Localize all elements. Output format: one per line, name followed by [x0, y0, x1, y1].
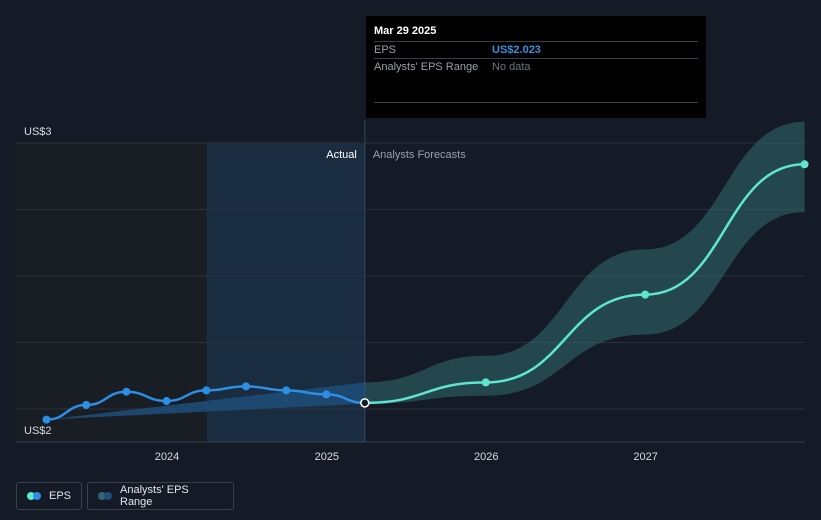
forecast-point-0: [481, 378, 490, 387]
eps-current-point: [360, 398, 370, 408]
eps-point-1: [82, 401, 91, 410]
x-tick-label-2025: 2025: [315, 451, 339, 463]
tooltip-eps-row: EPS US$2.023: [374, 41, 698, 58]
eps-point-3: [162, 397, 171, 406]
forecast-point-1: [641, 290, 650, 299]
eps-chart: US$3 US$2 2024 2025 2026 2027 Actual Analysts F…: [14, 120, 809, 463]
x-tick-label-2027: 2027: [633, 451, 657, 463]
eps-forecast-line: [364, 163, 805, 405]
tooltip-range-label: Analysts' EPS Range: [374, 61, 479, 73]
actual-label: Actual: [326, 149, 357, 161]
tooltip-range-row: Analysts' EPS Range No data: [374, 58, 698, 75]
eps-point-7: [322, 390, 331, 399]
y-tick-label-top: US$3: [24, 126, 52, 138]
tooltip-date: Mar 29 2025: [374, 25, 437, 37]
eps-point-0: [42, 415, 51, 424]
legend-eps-label: EPS: [49, 490, 72, 502]
eps-point-2: [122, 387, 131, 396]
forecast-range-band: [364, 121, 805, 404]
hover-tooltip: Mar 29 2025 EPS US$2.023 Analysts' EPS R…: [366, 16, 706, 118]
eps-point-4: [202, 386, 211, 395]
past-range-band: [46, 382, 365, 420]
eps-point-6: [282, 386, 291, 395]
x-tick-label-2026: 2026: [474, 451, 498, 463]
x-tick-label-2024: 2024: [155, 451, 179, 463]
tooltip-range-value: No data: [492, 61, 531, 73]
tooltip-divider: [374, 102, 698, 103]
legend-range-label: Analysts' EPS Range: [120, 484, 189, 508]
eps-point-5: [242, 382, 251, 391]
forecast-point-2: [800, 160, 809, 169]
past-region: [14, 143, 207, 442]
forecast-label: Analysts Forecasts: [373, 149, 466, 161]
range-legend-icon: [98, 492, 112, 500]
tooltip-eps-label: EPS: [374, 44, 397, 56]
y-tick-label-bottom: US$2: [24, 425, 52, 437]
legend-range-toggle[interactable]: Analysts' EPS Range: [87, 482, 234, 510]
legend-eps-toggle[interactable]: EPS: [16, 482, 82, 510]
tooltip-eps-value: US$2.023: [492, 44, 541, 56]
eps-legend-icon: [27, 492, 41, 500]
